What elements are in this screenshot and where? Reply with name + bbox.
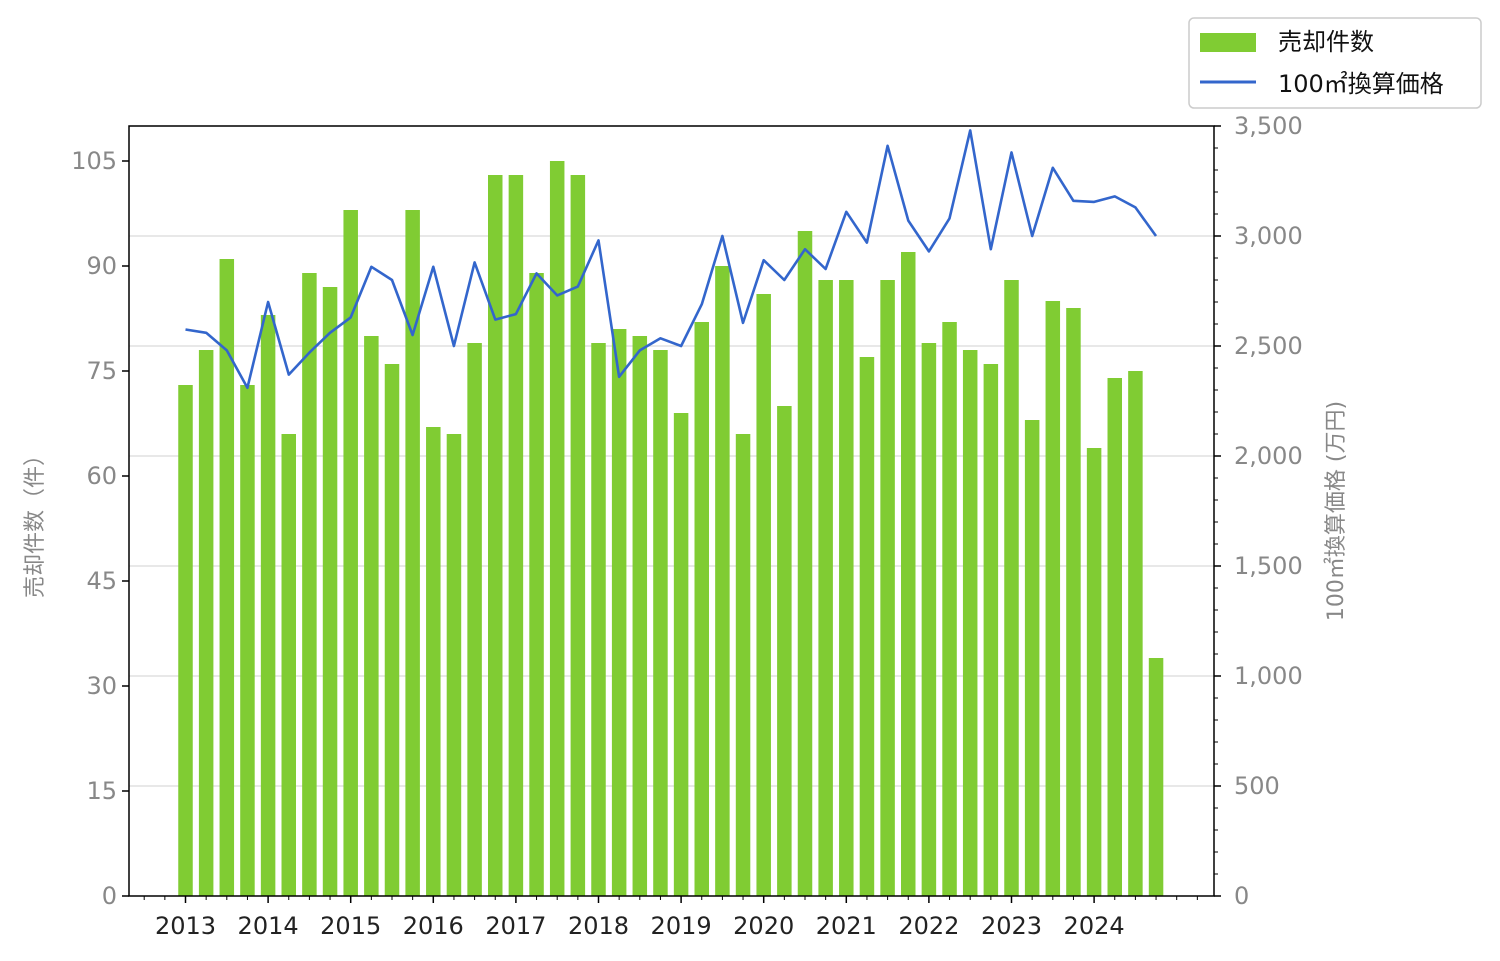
x-tick-label: 2022: [898, 912, 959, 940]
bar: [570, 175, 586, 896]
right-tick-label: 2,500: [1234, 332, 1303, 360]
x-tick-label: 2021: [816, 912, 877, 940]
plot-frame: [128, 125, 1215, 897]
legend-line-label: 100㎡換算価格: [1278, 70, 1444, 98]
bar: [508, 175, 524, 896]
bar: [322, 287, 338, 896]
bar: [880, 280, 895, 896]
bar: [302, 273, 317, 896]
right-tick-label: 1,000: [1234, 662, 1303, 690]
bar: [281, 434, 296, 896]
bar: [1004, 280, 1019, 896]
bar: [694, 322, 709, 896]
legend-bar-swatch: [1200, 33, 1256, 52]
bar: [673, 413, 689, 896]
bar: [818, 280, 833, 896]
x-tick-label: 2013: [155, 912, 216, 940]
right-tick-label: 2,000: [1234, 442, 1303, 470]
bar: [859, 357, 875, 896]
bar: [942, 322, 957, 896]
bar: [983, 364, 999, 896]
x-axis: 2013 2014 2015 2016 2017 2018 2019 2020 2021 2022…: [143, 896, 1198, 940]
left-tick-label: 45: [86, 567, 117, 595]
bar: [735, 434, 751, 896]
bar: [1066, 308, 1081, 896]
right-tick-label: 0: [1234, 882, 1249, 910]
bar: [901, 252, 916, 896]
bar: [260, 315, 276, 896]
bar: [591, 343, 606, 896]
line-series: [185, 129, 1158, 390]
bar: [777, 406, 792, 896]
bar: [921, 343, 937, 896]
x-tick-label: 2024: [1064, 912, 1125, 940]
price-line: [185, 129, 1158, 390]
bar: [1128, 371, 1143, 896]
bar-series: [178, 161, 1164, 896]
x-tick-label: 2014: [238, 912, 299, 940]
right-tick-label: 500: [1234, 772, 1280, 800]
bar: [962, 350, 978, 896]
bar: [1045, 301, 1061, 896]
bar: [1086, 448, 1102, 896]
bar: [446, 434, 462, 896]
x-tick-label: 2016: [403, 912, 464, 940]
bar: [653, 350, 668, 896]
left-axis-label: 売却件数（件）: [23, 444, 48, 598]
legend-bar-label: 売却件数: [1278, 28, 1374, 56]
bar: [405, 210, 420, 896]
bar: [797, 231, 813, 896]
legend: 売却件数 100㎡換算価格: [1188, 17, 1482, 109]
bar: [384, 364, 400, 896]
bar: [426, 427, 441, 896]
x-tick-label: 2019: [651, 912, 712, 940]
right-axis: 0 500 1,000 1,500 2,000 2,500 3,000 3,500: [1214, 112, 1303, 910]
bar: [549, 161, 565, 896]
left-tick-label: 60: [86, 462, 117, 490]
left-tick-label: 75: [86, 357, 117, 385]
x-tick-label: 2023: [981, 912, 1042, 940]
bar: [240, 385, 255, 896]
bar: [364, 336, 379, 896]
bar: [715, 266, 730, 896]
bar: [839, 280, 854, 896]
bar: [467, 343, 482, 896]
bar: [1024, 420, 1040, 896]
bar: [611, 329, 627, 896]
bar: [343, 210, 358, 896]
left-tick-label: 0: [102, 882, 117, 910]
x-tick-label: 2018: [568, 912, 629, 940]
bar: [488, 175, 503, 896]
bar: [632, 336, 648, 896]
bar: [1107, 378, 1122, 896]
bar: [1148, 658, 1164, 896]
legend-box: [1188, 17, 1482, 109]
right-axis-label: 100㎡換算価格 (万円): [1323, 401, 1349, 621]
left-tick-label: 30: [86, 672, 117, 700]
bar: [198, 350, 214, 896]
bar: [178, 385, 193, 896]
bar: [219, 259, 235, 896]
left-tick-label: 90: [86, 252, 117, 280]
left-tick-label: 15: [86, 777, 117, 805]
right-tick-label: 1,500: [1234, 552, 1303, 580]
x-tick-label: 2020: [733, 912, 794, 940]
right-tick-label: 3,000: [1234, 222, 1303, 250]
x-tick-label: 2015: [320, 912, 381, 940]
right-tick-label: 3,500: [1234, 112, 1303, 140]
x-tick-label: 2017: [485, 912, 546, 940]
bar: [529, 273, 544, 896]
left-axis: 0 15 30 45 60 75 90 105: [71, 147, 129, 910]
left-tick-label: 105: [71, 147, 117, 175]
bar: [756, 294, 771, 896]
